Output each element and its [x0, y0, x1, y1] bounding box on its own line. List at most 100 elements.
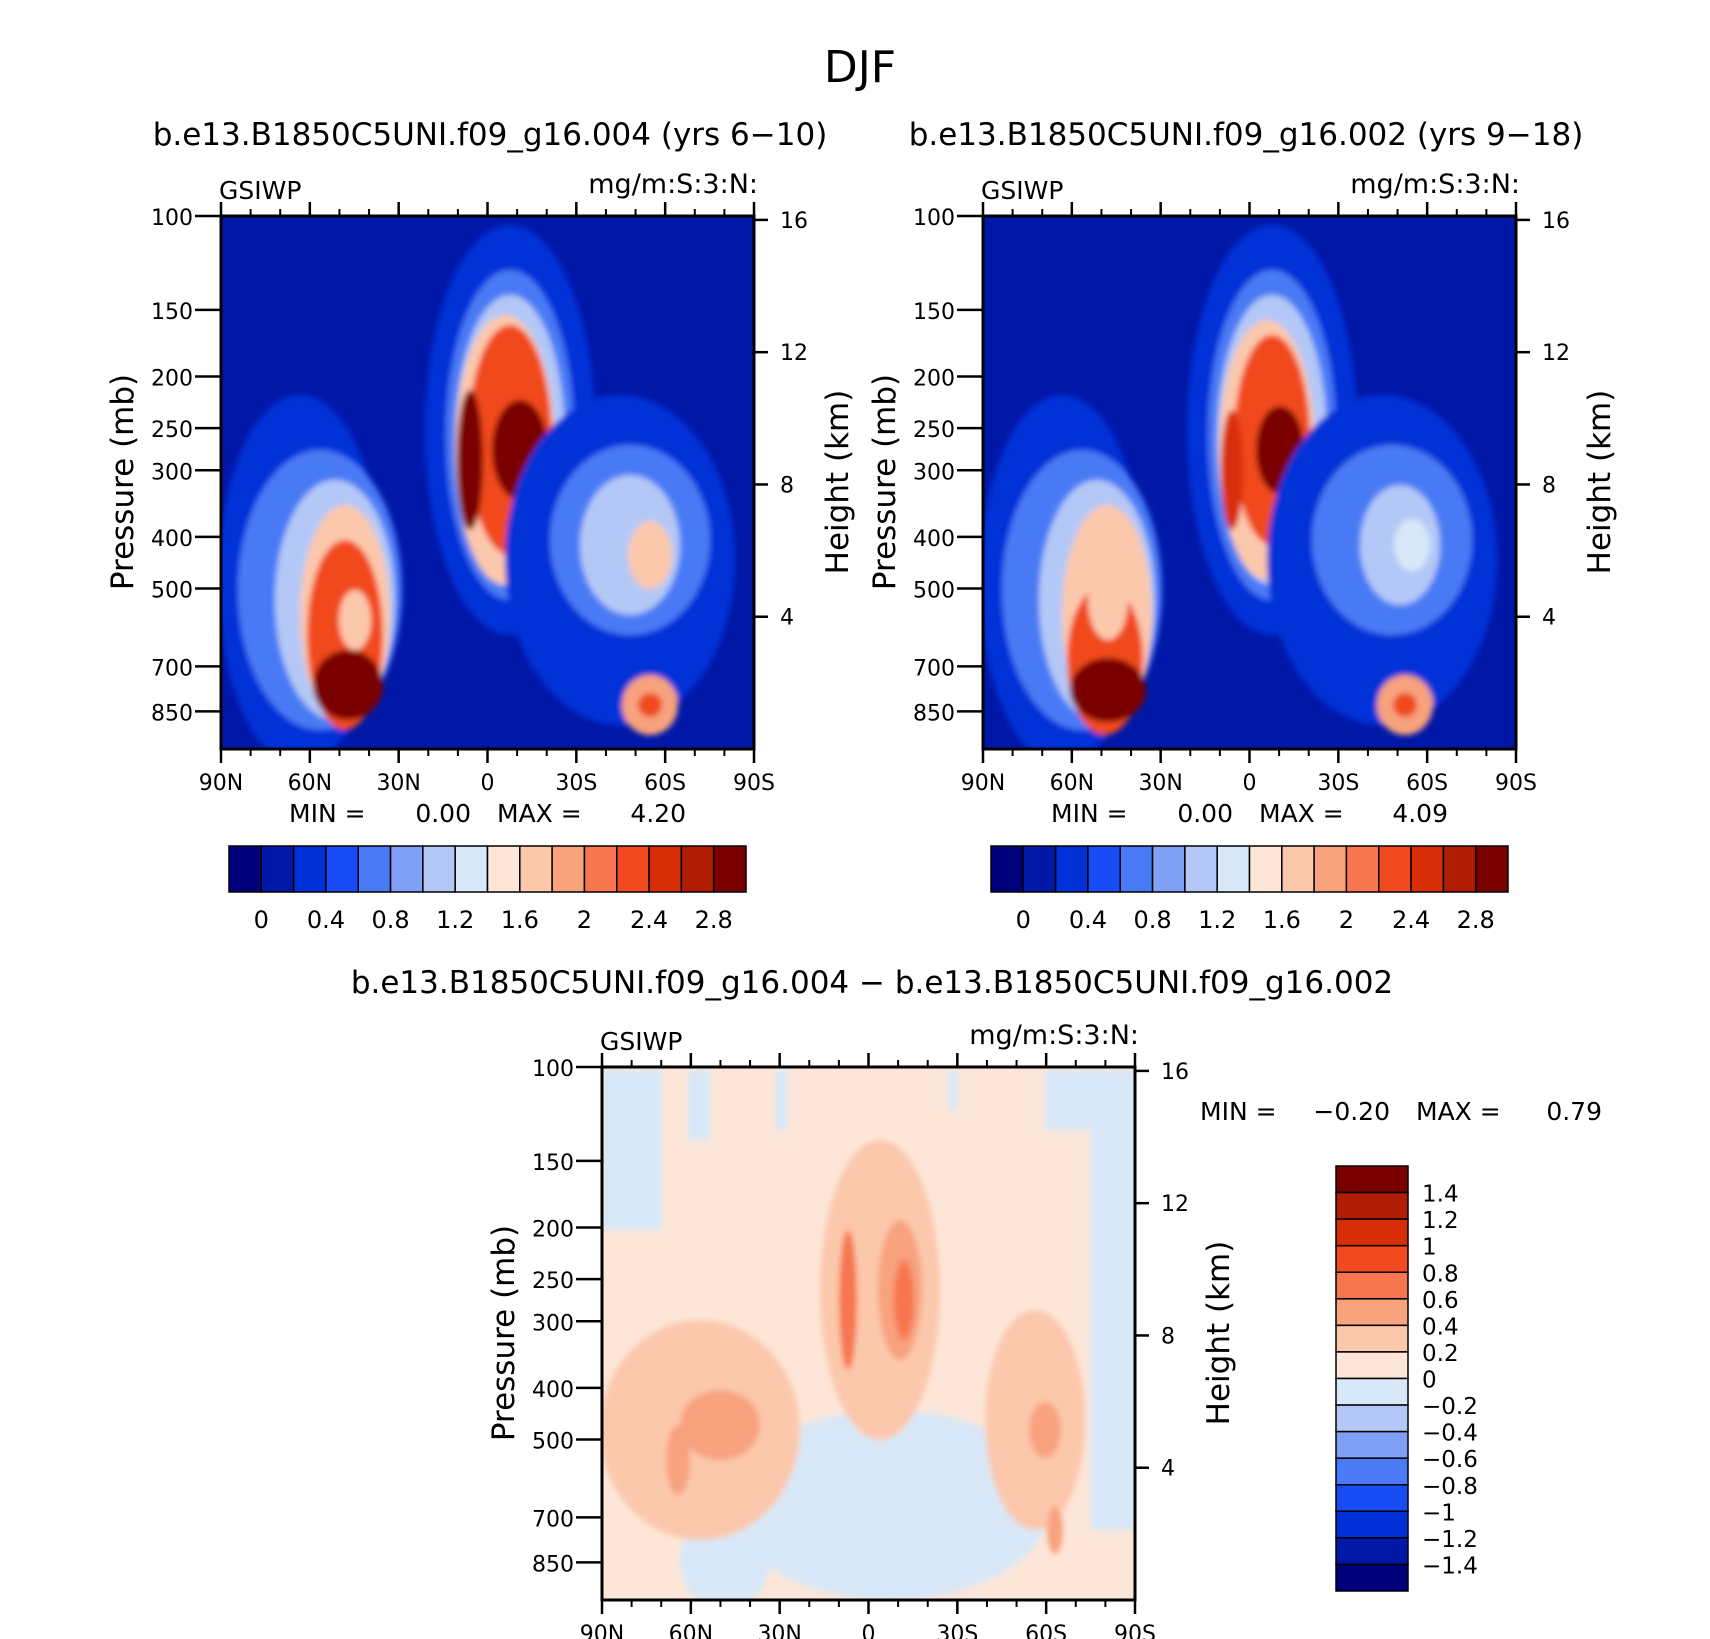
subtropical-north — [221, 395, 402, 749]
negative-regions — [602, 1070, 1135, 1600]
neg-column — [1090, 1070, 1135, 1530]
units-label: mg/m:S:3:N: — [588, 169, 758, 200]
x-tick-label: 30N — [376, 771, 420, 796]
colorbar-box — [1335, 1457, 1409, 1486]
colorbar-label: 0.8 — [371, 906, 409, 934]
x-tick-label: 30N — [1138, 771, 1182, 796]
colorbar-box — [1151, 845, 1186, 893]
y-tick-label: 400 — [151, 527, 193, 552]
colorbar-label: 2 — [1339, 906, 1354, 934]
colorbar-box — [1442, 845, 1477, 893]
x-axis: 90N 60N 30N 0 30S 60S 90S — [961, 202, 1537, 796]
variable-label: GSIWP — [981, 176, 1063, 205]
x-tick-label: 0 — [481, 771, 495, 796]
neg-column — [602, 1070, 662, 1230]
cloud-level-5 — [628, 521, 672, 589]
y-tick-label: 300 — [532, 1311, 574, 1336]
max-value: 0.79 — [1546, 1097, 1602, 1126]
y-tick-label: 850 — [532, 1552, 574, 1577]
colorbar-box — [486, 845, 521, 893]
x-tick-label: 60S — [1406, 771, 1448, 796]
y-tick-label: 100 — [532, 1057, 574, 1082]
min-label: MIN = — [1200, 1097, 1277, 1126]
colorbar-box — [357, 845, 392, 893]
panel-model-004: b.e13.B1850C5UNI.f09_g16.004 (yrs 6−10) … — [105, 117, 856, 934]
y-tick-label: 200 — [151, 366, 193, 391]
x-tick-label: 90S — [1495, 771, 1537, 796]
x-tick-label: 0 — [1243, 771, 1257, 796]
colorbar-label: −0.2 — [1422, 1394, 1478, 1420]
colorbar-box — [1335, 1537, 1409, 1566]
y-axis-left: 100 150 200 250 300 400 500 700 850 — [913, 206, 983, 726]
y-tick-label: 850 — [151, 701, 193, 726]
cloud-level-8 — [1221, 410, 1243, 530]
pos-north-core2 — [666, 1425, 690, 1495]
y-tick-label: 250 — [913, 418, 955, 443]
max-label: MAX = — [1416, 1097, 1501, 1126]
colorbar-box — [1378, 845, 1412, 893]
colorbar-box — [712, 845, 747, 893]
colorbar-box — [1335, 1244, 1409, 1273]
x-tick-label: 30S — [555, 771, 597, 796]
x-tick-label: 90S — [733, 771, 775, 796]
colorbar-label: 1 — [1422, 1235, 1437, 1261]
colorbar-label: 1.2 — [1198, 906, 1236, 934]
min-label: MIN = — [1051, 799, 1128, 828]
subtropical-south — [1267, 395, 1497, 735]
colorbar-box — [1335, 1510, 1409, 1539]
y-axis-right: 16 12 8 4 — [754, 209, 808, 631]
colorbar-label: 0.2 — [1422, 1341, 1459, 1367]
y-tick-label: 200 — [532, 1217, 574, 1242]
colorbar-box — [1216, 845, 1251, 893]
y-axis-label: Pressure (mb) — [486, 1225, 522, 1441]
cloud-level-7 — [1393, 693, 1417, 717]
panel-title: b.e13.B1850C5UNI.f09_g16.004 (yrs 6−10) — [153, 117, 828, 153]
blob-layers — [221, 225, 735, 749]
height-tick-label: 16 — [1161, 1060, 1189, 1085]
x-tick-label: 60S — [1025, 1622, 1067, 1639]
colorbar-label: 1.6 — [501, 906, 539, 934]
cloud-level-5 — [1394, 519, 1430, 571]
colorbar-label: 2.4 — [630, 906, 668, 934]
y-tick-label: 150 — [532, 1151, 574, 1176]
colorbar: 1.41.210.80.60.40.20−0.2−0.4−0.6−0.8−1−1… — [1335, 1165, 1478, 1592]
colorbar-box — [325, 845, 359, 893]
cloud-level-5b — [339, 590, 371, 650]
y-tick-label: 250 — [151, 418, 193, 443]
y-axis-label-right: Height (km) — [1201, 1241, 1237, 1426]
x-tick-label: 90N — [199, 771, 243, 796]
colorbar: 0 0.4 0.8 1.2 1.6 2 2.4 2.8 — [228, 845, 747, 934]
x-tick-label: 30S — [936, 1622, 978, 1639]
colorbar-box — [1313, 845, 1348, 893]
colorbar-box — [583, 845, 618, 893]
colorbar-box — [990, 845, 1025, 893]
y-axis-right: 16 12 8 4 — [1516, 209, 1570, 631]
y-tick-label: 400 — [913, 527, 955, 552]
colorbar-label: 0.4 — [1069, 906, 1107, 934]
min-value: 0.00 — [1177, 799, 1233, 828]
colorbar-label: 2 — [577, 906, 592, 934]
colorbar-box — [1335, 1563, 1409, 1592]
x-tick-label: 60N — [288, 771, 332, 796]
subtropical-south — [505, 395, 735, 735]
y-tick-label: 300 — [913, 460, 955, 485]
colorbar-label: 1.4 — [1422, 1182, 1459, 1208]
x-axis: 90N 60N 30N 0 30S 60S 90S — [580, 1053, 1156, 1639]
cloud-level-8 — [457, 390, 483, 530]
min-value: 0.00 — [415, 799, 471, 828]
colorbar-label: 0.4 — [307, 906, 345, 934]
colorbar-box — [1335, 1377, 1409, 1406]
page-title: DJF — [824, 42, 896, 93]
cloud-level-7 — [313, 650, 383, 720]
variable-label: GSIWP — [600, 1027, 682, 1056]
neg-column — [775, 1070, 787, 1130]
x-tick-label: 30S — [1317, 771, 1359, 796]
y-tick-label: 500 — [532, 1430, 574, 1455]
variable-label: GSIWP — [219, 176, 301, 205]
cloud-level-7 — [638, 693, 662, 717]
height-tick-label: 8 — [1542, 473, 1556, 498]
y-tick-label: 100 — [913, 206, 955, 231]
panel-model-002: b.e13.B1850C5UNI.f09_g16.002 (yrs 9−18) … — [867, 117, 1618, 934]
y-tick-label: 250 — [532, 1269, 574, 1294]
colorbar-box — [1335, 1404, 1409, 1433]
